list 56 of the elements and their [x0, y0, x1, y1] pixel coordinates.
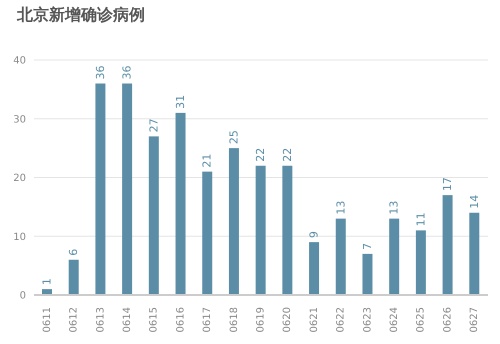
data-label: 1	[40, 278, 54, 286]
bar	[389, 218, 400, 295]
bar	[362, 254, 372, 295]
data-label: 17	[441, 177, 454, 192]
x-tick-label: 0614	[122, 307, 133, 332]
data-label: 7	[360, 242, 374, 250]
x-tick-label: 0625	[416, 307, 427, 332]
data-label: 6	[67, 248, 80, 256]
x-tick-label: 0611	[42, 307, 53, 332]
bar	[336, 218, 346, 295]
bar	[256, 166, 266, 295]
data-label: 36	[94, 66, 107, 80]
x-tick-label: 0618	[228, 307, 240, 332]
bar	[176, 112, 186, 295]
x-tick-label: 0627	[469, 307, 480, 332]
bar	[469, 212, 480, 295]
y-tick-label: 30	[13, 114, 26, 126]
x-tick-label: 0616	[175, 307, 186, 332]
y-tick-label: 40	[13, 56, 26, 67]
bar	[68, 260, 79, 295]
data-label: 14	[468, 194, 481, 209]
x-tick-label: 0612	[68, 307, 80, 332]
bar	[309, 242, 320, 295]
bar	[228, 148, 239, 295]
bar	[202, 172, 212, 295]
x-tick-label: 0620	[282, 307, 294, 332]
bar	[148, 136, 159, 295]
data-label: 22	[254, 148, 268, 162]
data-label: 13	[388, 200, 401, 215]
data-label: 36	[120, 66, 134, 80]
x-tick-label: 0619	[256, 307, 266, 332]
x-tick-label: 0617	[202, 307, 214, 332]
y-tick-label: 10	[13, 232, 26, 243]
x-tick-label: 0623	[362, 307, 374, 332]
chart-title: 北京新增确诊病例	[17, 5, 145, 26]
x-tick-label: 0613	[95, 307, 106, 332]
data-label: 13	[334, 200, 348, 215]
y-tick-label: 20	[13, 173, 26, 184]
data-label: 22	[280, 148, 294, 162]
x-tick-label: 0624	[389, 307, 400, 332]
bar	[122, 84, 132, 295]
bar	[416, 230, 426, 295]
x-tick-label: 0621	[308, 307, 320, 332]
y-tick-label: 0	[20, 290, 26, 302]
data-label: 9	[308, 231, 321, 238]
x-tick-label: 0615	[148, 307, 160, 332]
x-tick-label: 0626	[442, 307, 454, 332]
bar	[442, 195, 453, 295]
x-tick-label: 0622	[336, 307, 347, 332]
data-label: 31	[174, 94, 188, 109]
data-label: 11	[414, 212, 428, 226]
bar	[282, 166, 292, 295]
data-label: 21	[200, 154, 214, 168]
data-label: 27	[147, 118, 160, 132]
data-label: 25	[227, 130, 240, 144]
bar	[95, 84, 106, 295]
